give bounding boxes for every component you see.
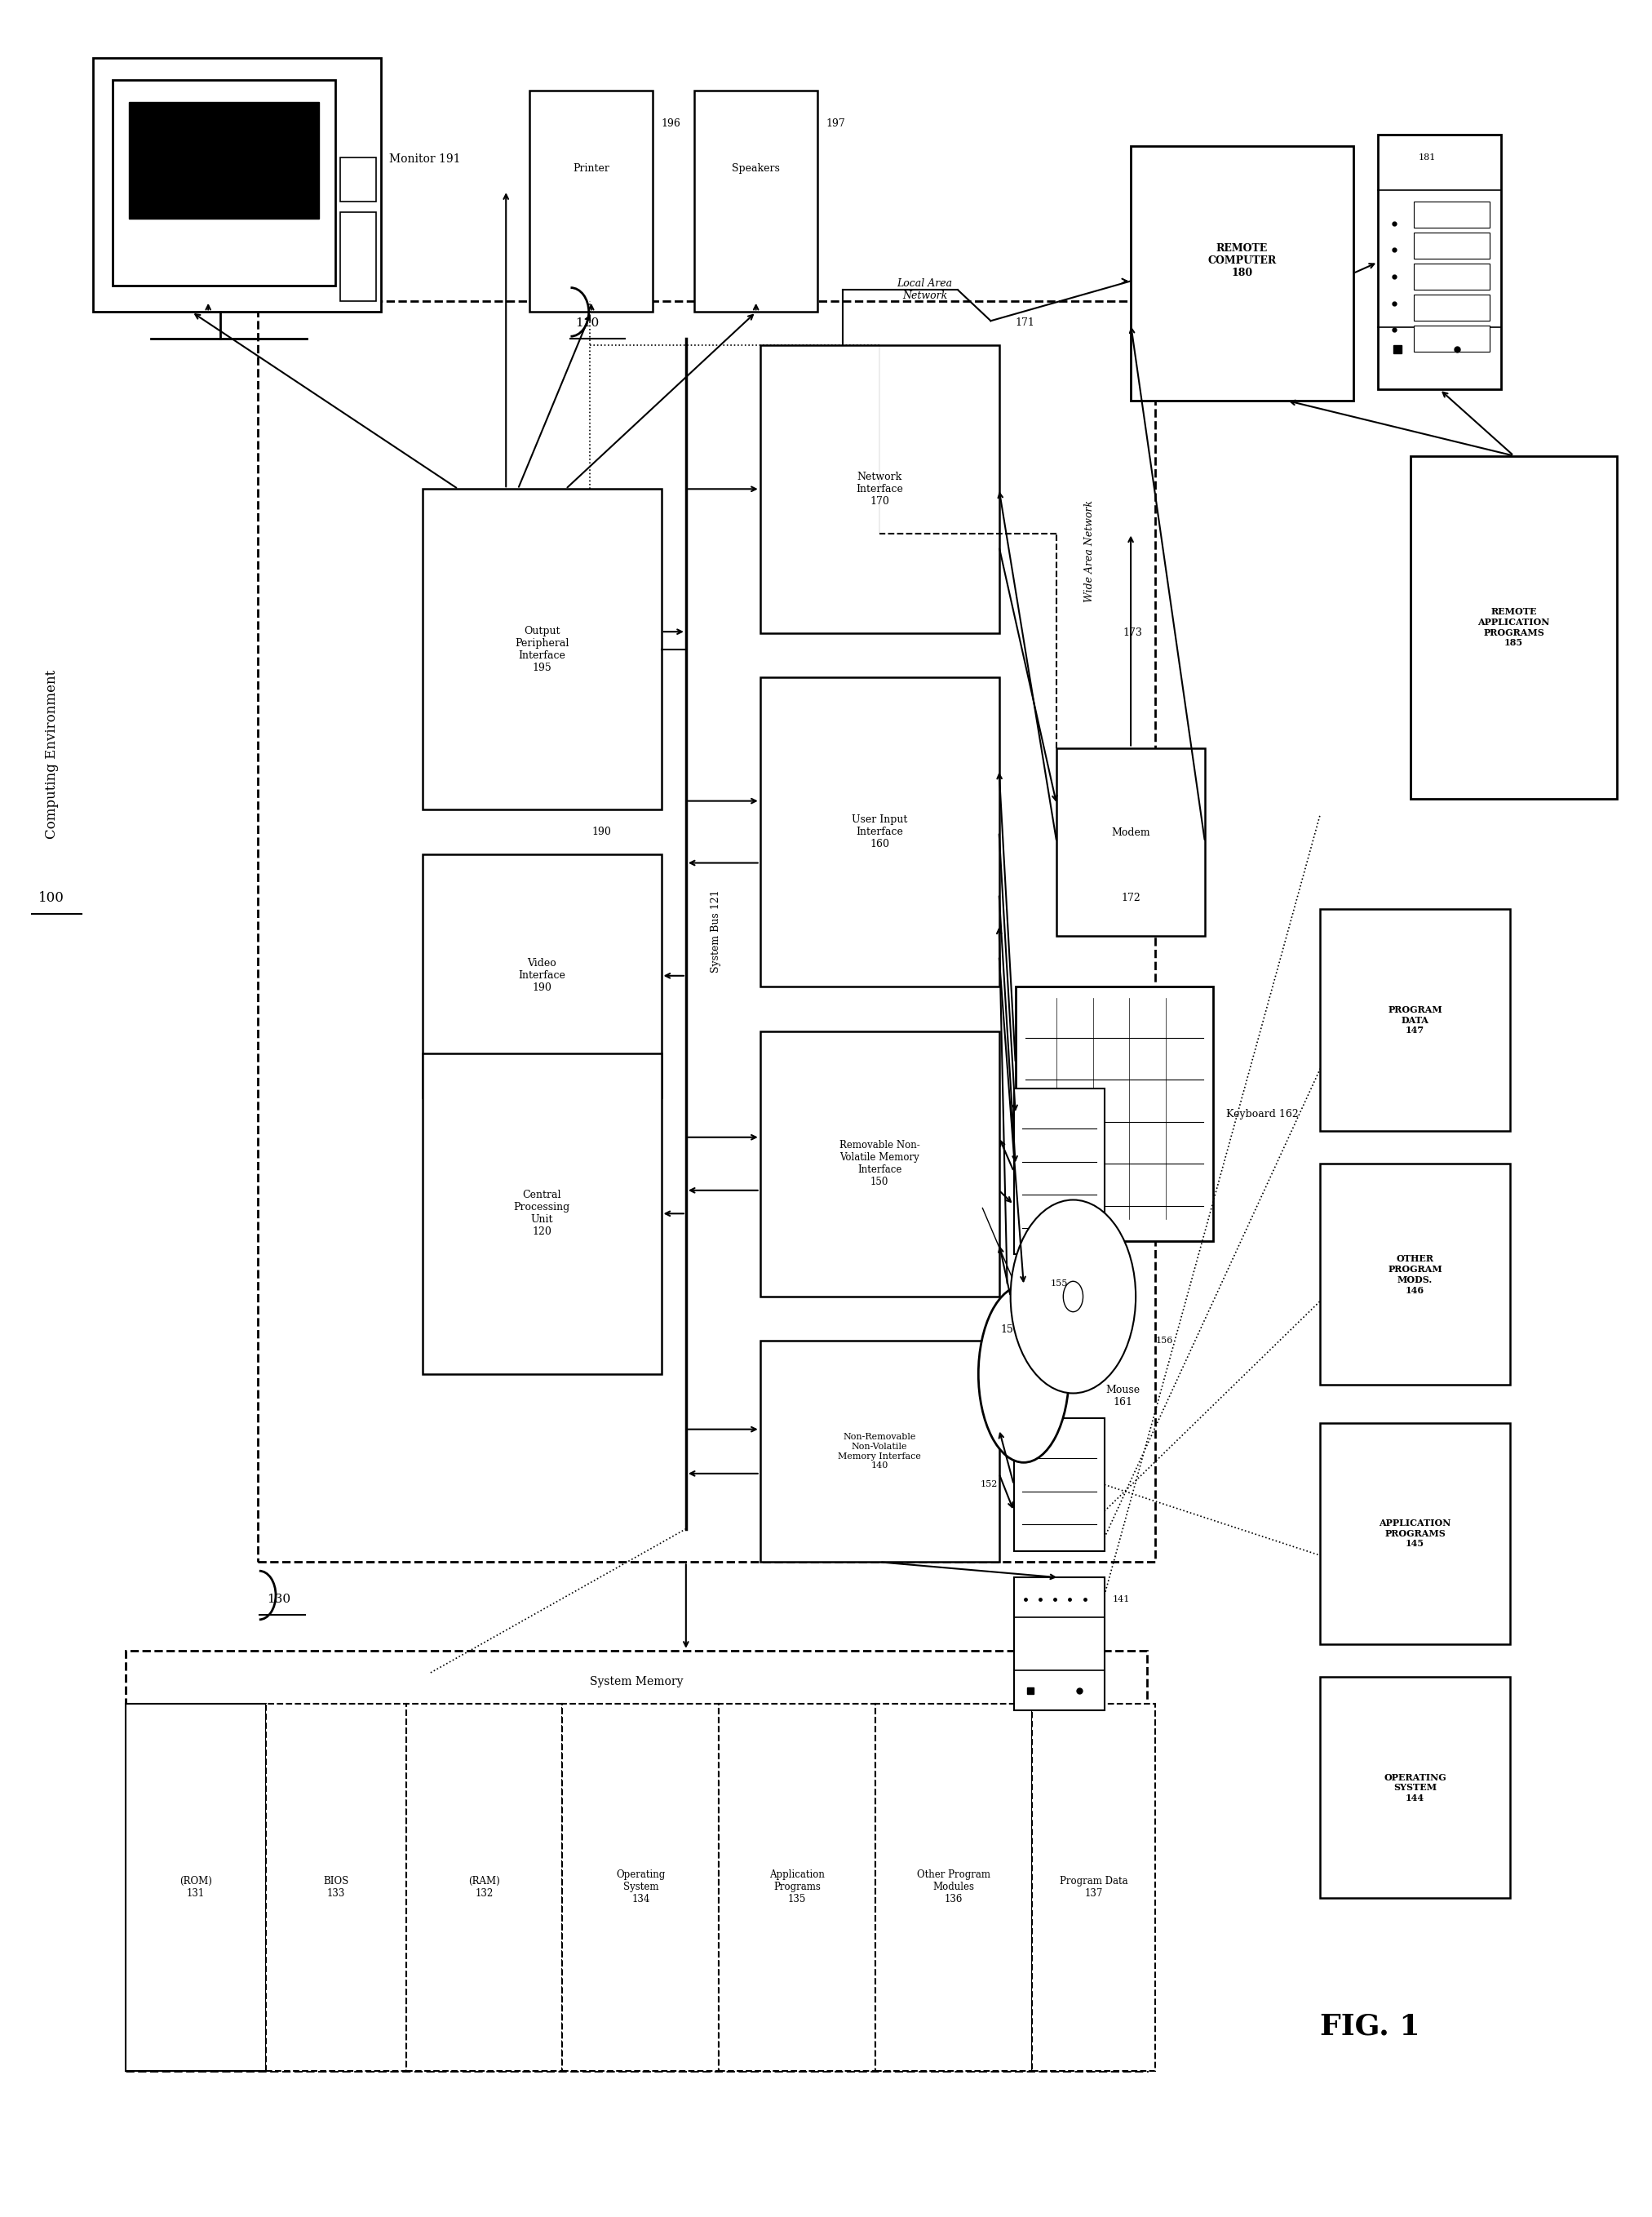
Ellipse shape xyxy=(1011,1199,1135,1392)
FancyBboxPatch shape xyxy=(406,1703,562,2071)
FancyBboxPatch shape xyxy=(93,58,382,313)
FancyBboxPatch shape xyxy=(1411,457,1617,798)
FancyBboxPatch shape xyxy=(529,91,653,313)
FancyBboxPatch shape xyxy=(112,80,335,286)
FancyBboxPatch shape xyxy=(129,224,319,268)
Text: Monitor 191: Monitor 191 xyxy=(390,153,461,164)
FancyBboxPatch shape xyxy=(760,676,999,987)
Text: Operating
System
134: Operating System 134 xyxy=(616,1869,666,1904)
Text: 155: 155 xyxy=(1051,1279,1067,1288)
FancyBboxPatch shape xyxy=(1014,1579,1105,1709)
Ellipse shape xyxy=(978,1286,1069,1463)
Text: 190: 190 xyxy=(591,827,611,838)
FancyBboxPatch shape xyxy=(423,1053,661,1375)
Text: 152: 152 xyxy=(980,1481,998,1488)
FancyBboxPatch shape xyxy=(1414,202,1490,228)
Text: OTHER
PROGRAM
MODS.
146: OTHER PROGRAM MODS. 146 xyxy=(1388,1255,1442,1295)
Text: System Bus 121: System Bus 121 xyxy=(710,889,720,973)
FancyBboxPatch shape xyxy=(1414,264,1490,290)
Text: Speakers: Speakers xyxy=(732,162,780,173)
FancyBboxPatch shape xyxy=(1414,326,1490,353)
Text: APPLICATION
PROGRAMS
145: APPLICATION PROGRAMS 145 xyxy=(1379,1519,1450,1547)
Text: 196: 196 xyxy=(661,120,681,129)
FancyBboxPatch shape xyxy=(562,1703,719,2071)
Text: Central
Processing
Unit
120: Central Processing Unit 120 xyxy=(514,1191,570,1237)
Text: Computing Environment: Computing Environment xyxy=(45,670,58,838)
Text: 15: 15 xyxy=(1001,1324,1014,1335)
FancyBboxPatch shape xyxy=(1057,747,1204,936)
Text: Video
Interface
190: Video Interface 190 xyxy=(519,958,565,993)
FancyBboxPatch shape xyxy=(1032,1703,1155,2071)
FancyBboxPatch shape xyxy=(129,102,319,219)
Text: 141: 141 xyxy=(1113,1596,1130,1603)
FancyBboxPatch shape xyxy=(1378,135,1502,390)
FancyBboxPatch shape xyxy=(1320,1676,1510,1898)
Text: (RAM)
132: (RAM) 132 xyxy=(469,1876,501,1898)
Text: 197: 197 xyxy=(826,120,846,129)
Text: 156: 156 xyxy=(1155,1337,1173,1346)
FancyBboxPatch shape xyxy=(1414,295,1490,321)
Text: 100: 100 xyxy=(38,891,64,905)
FancyBboxPatch shape xyxy=(719,1703,876,2071)
Text: Removable Non-
Volatile Memory
Interface
150: Removable Non- Volatile Memory Interface… xyxy=(839,1140,920,1188)
Text: OPERATING
SYSTEM
144: OPERATING SYSTEM 144 xyxy=(1384,1774,1446,1802)
FancyBboxPatch shape xyxy=(760,1031,999,1297)
FancyBboxPatch shape xyxy=(1320,1423,1510,1645)
Ellipse shape xyxy=(1064,1281,1084,1312)
FancyBboxPatch shape xyxy=(876,1703,1032,2071)
FancyBboxPatch shape xyxy=(1014,1419,1105,1552)
Text: User Input
Interface
160: User Input Interface 160 xyxy=(852,814,907,849)
Text: 181: 181 xyxy=(1419,153,1436,162)
Text: Application
Programs
135: Application Programs 135 xyxy=(770,1869,824,1904)
FancyBboxPatch shape xyxy=(266,1703,406,2071)
Text: Output
Peripheral
Interface
195: Output Peripheral Interface 195 xyxy=(515,625,568,674)
Text: Keyboard 162: Keyboard 162 xyxy=(1226,1108,1298,1120)
FancyBboxPatch shape xyxy=(340,157,377,202)
Text: Program Data
137: Program Data 137 xyxy=(1059,1876,1128,1898)
Text: Printer: Printer xyxy=(573,162,610,173)
FancyBboxPatch shape xyxy=(423,490,661,809)
FancyBboxPatch shape xyxy=(760,346,999,632)
Text: 171: 171 xyxy=(1016,317,1034,328)
Text: Wide Area Network: Wide Area Network xyxy=(1084,499,1095,603)
Text: Modem: Modem xyxy=(1112,827,1150,838)
Text: (ROM)
131: (ROM) 131 xyxy=(180,1876,211,1898)
FancyBboxPatch shape xyxy=(1320,909,1510,1131)
Text: Other Program
Modules
136: Other Program Modules 136 xyxy=(917,1869,991,1904)
Text: Network
Interface
170: Network Interface 170 xyxy=(856,472,904,505)
Text: 172: 172 xyxy=(1122,893,1140,905)
Text: 173: 173 xyxy=(1123,627,1142,638)
FancyBboxPatch shape xyxy=(760,1341,999,1563)
FancyBboxPatch shape xyxy=(1320,1164,1510,1386)
FancyBboxPatch shape xyxy=(1016,987,1213,1242)
FancyBboxPatch shape xyxy=(694,91,818,313)
Text: BIOS
133: BIOS 133 xyxy=(324,1876,349,1898)
FancyBboxPatch shape xyxy=(126,1703,266,2071)
Text: REMOTE
APPLICATION
PROGRAMS
185: REMOTE APPLICATION PROGRAMS 185 xyxy=(1479,607,1550,647)
Text: 130: 130 xyxy=(268,1594,291,1605)
FancyBboxPatch shape xyxy=(1014,1089,1105,1255)
Text: Non-Removable
Non-Volatile
Memory Interface
140: Non-Removable Non-Volatile Memory Interf… xyxy=(838,1432,922,1470)
Text: Mouse
161: Mouse 161 xyxy=(1107,1386,1140,1408)
Text: REMOTE
COMPUTER
180: REMOTE COMPUTER 180 xyxy=(1208,244,1277,277)
Text: PROGRAM
DATA
147: PROGRAM DATA 147 xyxy=(1388,1004,1442,1035)
FancyBboxPatch shape xyxy=(423,854,661,1097)
Text: Local Area
Network: Local Area Network xyxy=(897,279,953,302)
Text: System Memory: System Memory xyxy=(590,1676,684,1687)
Text: 110: 110 xyxy=(575,317,600,328)
Text: FIG. 1: FIG. 1 xyxy=(1320,2013,1419,2040)
FancyBboxPatch shape xyxy=(1414,233,1490,259)
FancyBboxPatch shape xyxy=(1130,146,1353,401)
FancyBboxPatch shape xyxy=(340,213,377,302)
